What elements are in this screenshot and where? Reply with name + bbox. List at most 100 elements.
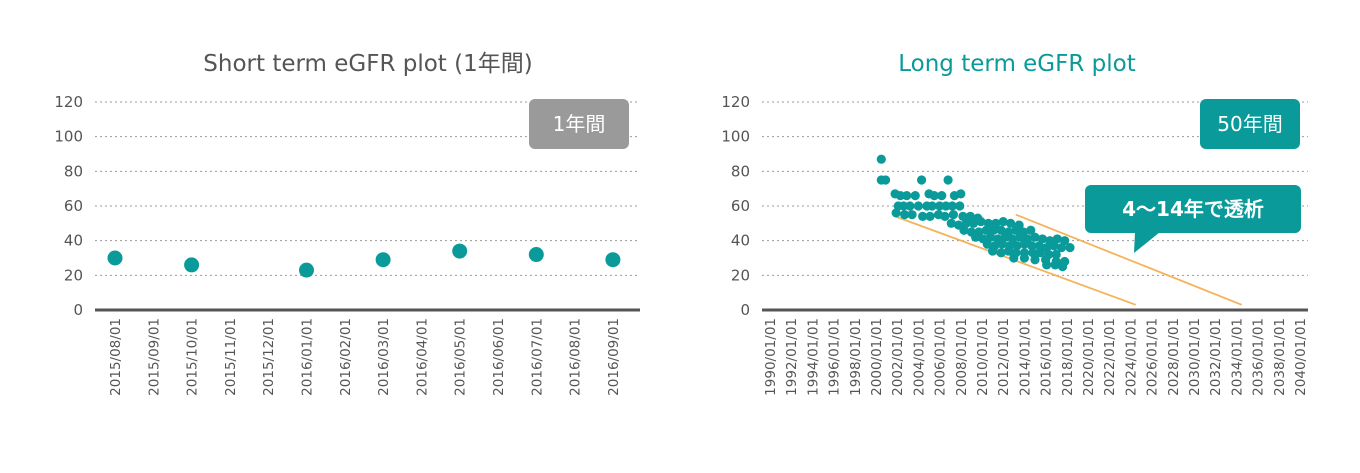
data-point bbox=[1008, 234, 1018, 244]
data-point bbox=[946, 218, 956, 228]
data-point bbox=[900, 210, 910, 220]
data-point bbox=[605, 252, 621, 268]
callout-bg bbox=[1085, 185, 1301, 233]
left-badge-bg bbox=[529, 99, 629, 149]
x-tick-label: 1994/01/01 bbox=[805, 318, 821, 396]
data-point bbox=[898, 201, 909, 211]
left-gridlines bbox=[95, 101, 640, 312]
right-badge-bg bbox=[1200, 99, 1300, 149]
trend-line bbox=[1015, 213, 1243, 306]
data-point bbox=[1027, 241, 1037, 251]
data-point bbox=[299, 262, 314, 278]
x-tick-label: 2016/01/01 bbox=[1039, 318, 1055, 396]
left-chart-title: Short term eGFR plot (1年間) bbox=[203, 51, 532, 77]
data-point bbox=[1065, 243, 1075, 253]
data-point bbox=[1049, 241, 1059, 251]
data-point bbox=[916, 175, 927, 185]
right-data-points bbox=[876, 154, 1075, 272]
data-point bbox=[1012, 241, 1022, 251]
data-point bbox=[891, 208, 901, 218]
data-point bbox=[1052, 234, 1062, 244]
data-point bbox=[1030, 255, 1040, 265]
x-tick-label: 2026/01/01 bbox=[1145, 318, 1161, 396]
data-point bbox=[1019, 239, 1029, 249]
data-point bbox=[959, 225, 969, 235]
data-point bbox=[1034, 241, 1044, 251]
x-tick-label: 2038/01/01 bbox=[1272, 318, 1288, 396]
data-point bbox=[982, 239, 992, 249]
x-tick-label: 2016/09/01 bbox=[606, 318, 622, 396]
data-point bbox=[895, 191, 905, 201]
x-tick-label: 2004/01/01 bbox=[911, 318, 927, 396]
y-tick-label: 100 bbox=[721, 128, 750, 146]
data-point bbox=[996, 248, 1006, 258]
y-tick-label: 100 bbox=[54, 128, 83, 146]
data-point bbox=[184, 257, 200, 273]
data-point bbox=[941, 201, 951, 211]
y-tick-label: 120 bbox=[721, 93, 750, 111]
right-y-axis-ticks: 0 20 40 60 80 100 120 bbox=[721, 93, 750, 319]
data-point bbox=[1042, 260, 1052, 270]
x-tick-label: 2018/01/01 bbox=[1060, 318, 1076, 396]
data-point bbox=[948, 210, 958, 220]
callout-pointer bbox=[1134, 232, 1160, 253]
data-point bbox=[935, 201, 945, 211]
data-point bbox=[997, 239, 1007, 249]
data-point bbox=[940, 211, 950, 221]
data-point bbox=[1015, 232, 1025, 242]
x-tick-label: 2016/05/01 bbox=[453, 318, 469, 396]
data-point bbox=[1006, 218, 1016, 228]
y-tick-label: 60 bbox=[64, 197, 83, 215]
data-point bbox=[1030, 232, 1040, 242]
data-point bbox=[937, 191, 947, 201]
data-point bbox=[375, 252, 391, 268]
x-tick-label: 1990/01/01 bbox=[763, 318, 779, 396]
x-tick-label: 2016/07/01 bbox=[529, 318, 545, 396]
data-point bbox=[961, 218, 971, 228]
x-tick-label: 1998/01/01 bbox=[848, 318, 864, 396]
x-tick-label: 2014/01/01 bbox=[1017, 318, 1033, 396]
y-tick-label: 40 bbox=[64, 232, 83, 250]
x-tick-label: 2028/01/01 bbox=[1166, 318, 1182, 396]
right-x-axis-ticks: 1990/01/01 1992/01/01 1994/01/01 1996/01/01… bbox=[763, 318, 1309, 396]
data-point bbox=[1042, 243, 1052, 253]
x-tick-label: 2010/01/01 bbox=[975, 318, 991, 396]
right-chart-title: Long term eGFR plot bbox=[898, 51, 1135, 77]
data-point bbox=[976, 217, 986, 227]
data-point bbox=[971, 232, 981, 242]
data-point bbox=[1019, 253, 1029, 263]
data-point bbox=[107, 250, 123, 266]
x-tick-label: 2032/01/01 bbox=[1208, 318, 1224, 396]
x-tick-label: 2036/01/01 bbox=[1251, 318, 1267, 396]
left-y-axis-ticks: 0 20 40 60 80 100 120 bbox=[54, 93, 83, 319]
data-point bbox=[907, 210, 917, 220]
y-tick-label: 80 bbox=[64, 162, 83, 180]
data-point bbox=[985, 232, 996, 242]
data-point bbox=[918, 211, 928, 221]
data-point bbox=[947, 201, 957, 211]
data-point bbox=[981, 225, 991, 235]
data-point bbox=[910, 191, 920, 201]
y-tick-label: 40 bbox=[731, 232, 750, 250]
data-point bbox=[902, 191, 912, 201]
data-point bbox=[452, 243, 468, 259]
y-tick-label: 80 bbox=[731, 162, 750, 180]
data-point bbox=[991, 218, 1001, 228]
x-tick-label: 1996/01/01 bbox=[827, 318, 843, 396]
x-tick-label: 2016/02/01 bbox=[338, 318, 354, 396]
x-tick-label: 2015/11/01 bbox=[223, 318, 239, 396]
y-tick-label: 20 bbox=[64, 266, 83, 284]
y-tick-label: 60 bbox=[731, 197, 750, 215]
x-tick-label: 2015/12/01 bbox=[261, 318, 277, 396]
x-tick-label: 2016/08/01 bbox=[568, 318, 584, 396]
y-tick-label: 20 bbox=[731, 266, 750, 284]
data-point bbox=[998, 217, 1008, 227]
data-point bbox=[528, 247, 544, 263]
x-tick-label: 2015/09/01 bbox=[146, 318, 162, 396]
data-point bbox=[876, 154, 886, 164]
data-point bbox=[929, 191, 939, 201]
data-point bbox=[1057, 262, 1068, 272]
data-point bbox=[989, 225, 999, 235]
